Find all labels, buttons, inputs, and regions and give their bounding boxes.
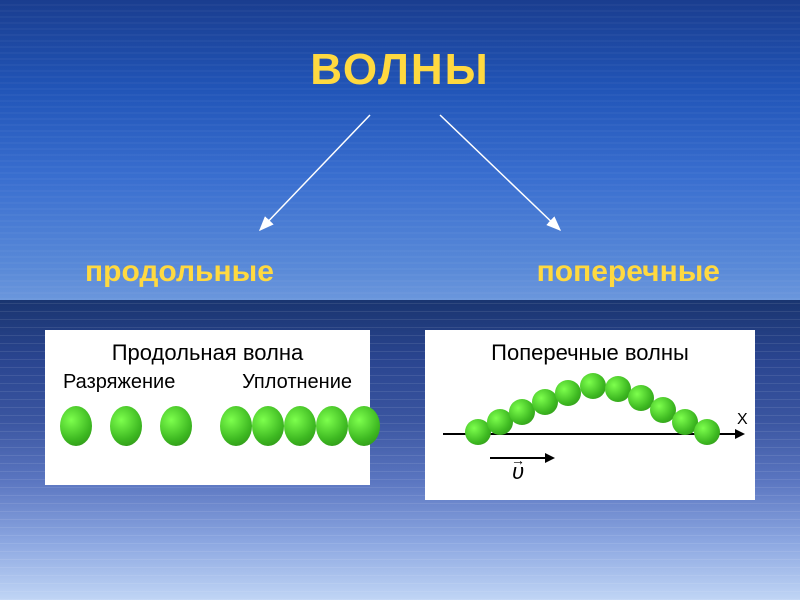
particle-ball — [160, 406, 192, 446]
subtitle-transverse: поперечные — [537, 255, 720, 289]
particle-ball — [284, 406, 316, 446]
particle-ball — [580, 373, 606, 399]
slide-title: ВОЛНЫ — [310, 45, 490, 95]
particle-ball — [220, 406, 252, 446]
particle-ball — [60, 406, 92, 446]
compression-label: Уплотнение — [242, 371, 352, 394]
longitudinal-title: Продольная волна — [55, 340, 360, 366]
transverse-title: Поперечные волны — [435, 340, 745, 366]
subtitle-longitudinal: продольные — [85, 255, 274, 289]
arrow-left-line — [260, 115, 370, 230]
transverse-container: Xυ→ — [435, 371, 745, 481]
particle-ball — [316, 406, 348, 446]
slide-content: ВОЛНЫ продольные поперечные Продольная в… — [0, 0, 800, 600]
particle-ball — [110, 406, 142, 446]
x-axis-label: X — [737, 411, 748, 429]
velocity-vector-symbol: → — [511, 452, 525, 468]
particle-ball — [555, 380, 581, 406]
particle-ball — [348, 406, 380, 446]
x-axis-arrowhead — [735, 429, 745, 439]
particle-ball — [252, 406, 284, 446]
arrow-right-line — [440, 115, 560, 230]
velocity-arrowhead — [545, 453, 555, 463]
longitudinal-balls-row — [55, 406, 360, 446]
longitudinal-labels: Разряжение Уплотнение — [55, 371, 360, 394]
particle-ball — [694, 419, 720, 445]
rarefaction-label: Разряжение — [63, 371, 175, 394]
longitudinal-diagram: Продольная волна Разряжение Уплотнение — [45, 330, 370, 485]
transverse-diagram: Поперечные волны Xυ→ — [425, 330, 755, 500]
